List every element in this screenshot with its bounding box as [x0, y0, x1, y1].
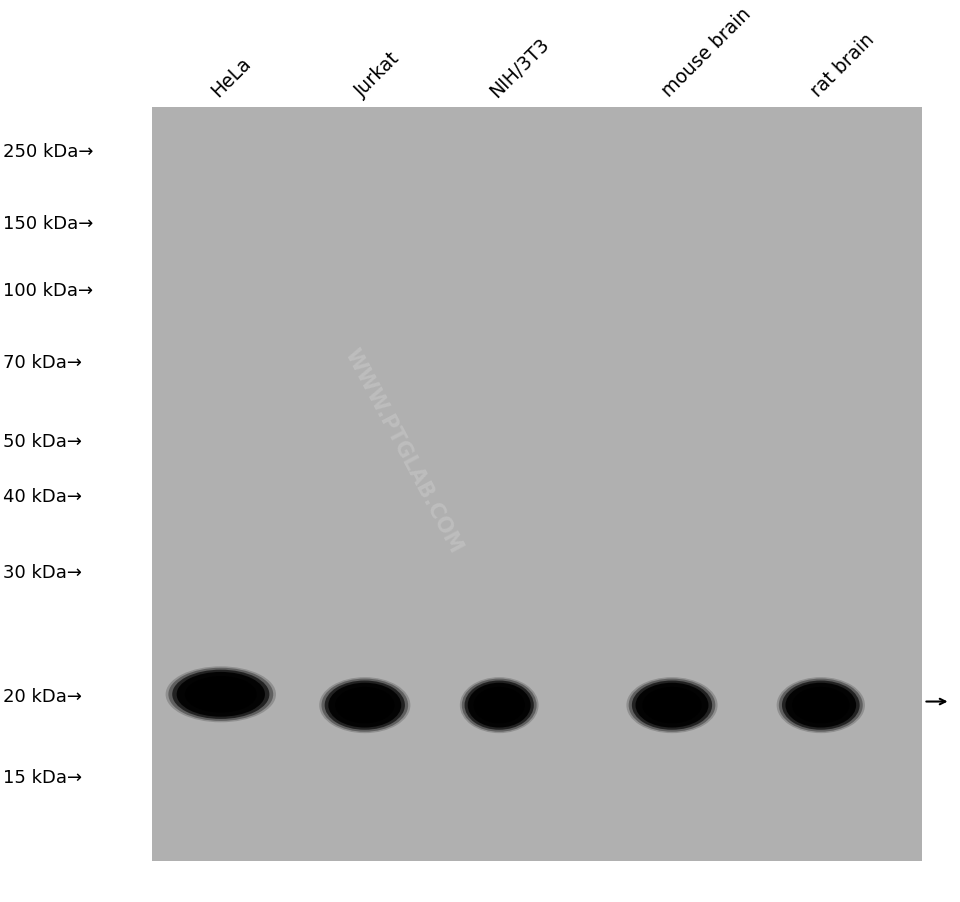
Ellipse shape: [792, 687, 850, 723]
Ellipse shape: [319, 677, 411, 733]
Ellipse shape: [465, 681, 534, 730]
Text: Jurkat: Jurkat: [351, 49, 403, 101]
Ellipse shape: [168, 668, 274, 721]
Ellipse shape: [335, 687, 395, 723]
Ellipse shape: [779, 679, 863, 732]
Ellipse shape: [626, 677, 718, 733]
Bar: [152, 108, 922, 861]
Text: rat brain: rat brain: [807, 31, 878, 101]
Text: 250 kDa→: 250 kDa→: [3, 143, 93, 161]
Text: 50 kDa→: 50 kDa→: [3, 433, 82, 451]
Text: NIH/3T3: NIH/3T3: [486, 34, 553, 101]
Text: mouse brain: mouse brain: [659, 5, 755, 101]
Ellipse shape: [642, 687, 702, 723]
Ellipse shape: [328, 683, 401, 728]
Ellipse shape: [172, 670, 270, 719]
Text: 20 kDa→: 20 kDa→: [3, 687, 82, 705]
Ellipse shape: [473, 687, 525, 723]
Ellipse shape: [632, 681, 712, 730]
Ellipse shape: [322, 679, 408, 732]
Ellipse shape: [636, 683, 708, 728]
Ellipse shape: [782, 681, 859, 730]
Text: HeLa: HeLa: [207, 54, 254, 101]
Ellipse shape: [460, 677, 539, 733]
Text: WWW.PTGLAB.COM: WWW.PTGLAB.COM: [341, 345, 466, 557]
Ellipse shape: [468, 683, 531, 728]
Ellipse shape: [166, 667, 276, 723]
Ellipse shape: [785, 683, 856, 728]
Ellipse shape: [777, 677, 865, 733]
Ellipse shape: [324, 681, 405, 730]
Ellipse shape: [629, 679, 715, 732]
Text: 15 kDa→: 15 kDa→: [3, 769, 82, 787]
Text: 40 kDa→: 40 kDa→: [3, 487, 82, 505]
Ellipse shape: [177, 672, 265, 717]
Text: 100 kDa→: 100 kDa→: [3, 281, 93, 299]
Text: 150 kDa→: 150 kDa→: [3, 215, 93, 233]
Text: 70 kDa→: 70 kDa→: [3, 354, 82, 372]
Ellipse shape: [185, 676, 256, 713]
Ellipse shape: [462, 679, 537, 732]
Text: 30 kDa→: 30 kDa→: [3, 564, 82, 582]
